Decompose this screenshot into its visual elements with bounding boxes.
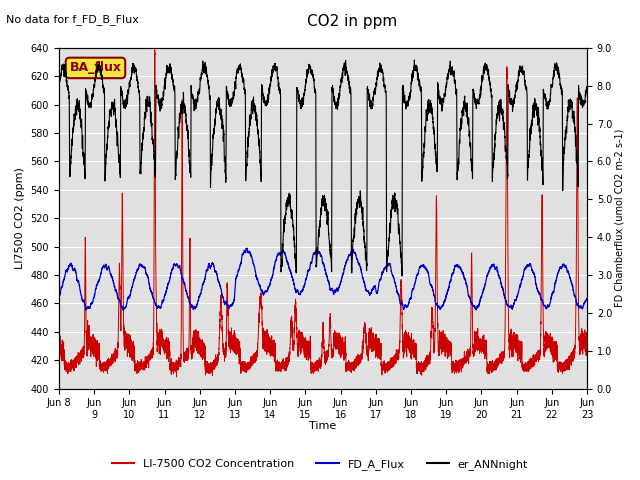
Y-axis label: FD Chamberflux (umol CO2 m-2 s-1): FD Chamberflux (umol CO2 m-2 s-1) bbox=[615, 129, 625, 307]
Y-axis label: LI7500 CO2 (ppm): LI7500 CO2 (ppm) bbox=[15, 168, 25, 269]
Text: BA_flux: BA_flux bbox=[70, 61, 122, 74]
Text: CO2 in ppm: CO2 in ppm bbox=[307, 14, 397, 29]
Legend: LI-7500 CO2 Concentration, FD_A_Flux, er_ANNnight: LI-7500 CO2 Concentration, FD_A_Flux, er… bbox=[108, 455, 532, 474]
X-axis label: Time: Time bbox=[309, 421, 337, 432]
Text: No data for f_FD_B_Flux: No data for f_FD_B_Flux bbox=[6, 14, 140, 25]
